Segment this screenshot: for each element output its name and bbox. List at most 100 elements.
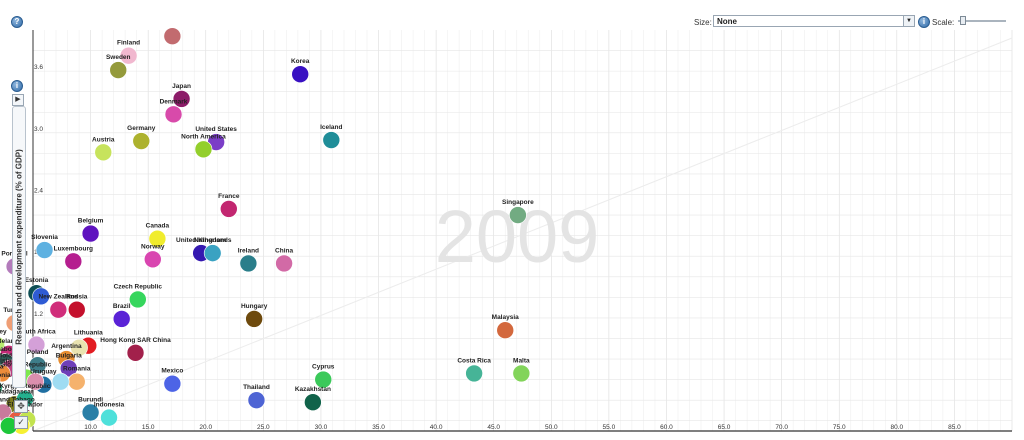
bubble-label: Lithuania: [74, 330, 103, 337]
bubble-label: Mexico: [161, 368, 183, 375]
bubble[interactable]: [247, 391, 266, 409]
x-tick-label: 85.0: [948, 424, 961, 431]
bubble[interactable]: [67, 372, 86, 391]
bubble[interactable]: [304, 393, 322, 412]
size-select[interactable]: None ▼: [713, 15, 915, 27]
bubble[interactable]: [509, 206, 527, 224]
bubble[interactable]: [220, 200, 238, 218]
x-tick-label: 70.0: [775, 424, 788, 431]
bubble[interactable]: [465, 364, 483, 383]
move-icon[interactable]: ✥: [14, 400, 28, 413]
bubble-label: Ireland: [238, 247, 259, 254]
expand-arrow-icon[interactable]: ▶: [12, 94, 24, 106]
bubble-label: Costa Rica: [457, 357, 491, 364]
bubble[interactable]: [291, 65, 310, 84]
bubble[interactable]: [132, 132, 151, 150]
bubble-label: Luxembourg: [54, 245, 93, 252]
bubble[interactable]: [51, 372, 70, 391]
bubble-label: Slovenia: [31, 234, 58, 241]
bubble[interactable]: [81, 224, 100, 243]
bubble[interactable]: [0, 364, 11, 383]
bubble[interactable]: [49, 300, 68, 319]
chevron-down-icon: ▼: [903, 16, 914, 26]
bubble-label: Singapore: [502, 199, 534, 206]
bubble-label: Czech Republic: [114, 283, 163, 290]
bubble-label: Hungary: [241, 303, 268, 310]
y-tick-label: 1.2: [34, 311, 43, 318]
bubble[interactable]: [143, 250, 162, 269]
bubble-label: Germany: [127, 125, 156, 132]
bubble[interactable]: [94, 143, 113, 162]
y-axis-label-selector[interactable]: Research and development expenditure (% …: [12, 106, 26, 388]
bubble[interactable]: [100, 408, 118, 427]
gridlines: [32, 30, 1013, 432]
bubble[interactable]: [163, 374, 182, 393]
bubble[interactable]: [203, 244, 222, 262]
bubble[interactable]: [26, 372, 45, 391]
bubble-label: Iceland: [320, 124, 342, 131]
bubble[interactable]: [32, 287, 50, 306]
size-select-value: None: [717, 17, 737, 26]
bubble-label: Argentina: [51, 343, 82, 350]
bubble[interactable]: [512, 364, 531, 383]
bubble[interactable]: [172, 90, 191, 108]
bubble-label: Poland: [27, 349, 49, 356]
bubble-label: Netherlands: [194, 237, 232, 244]
bubble-label: Uruguay: [30, 369, 57, 376]
bubble[interactable]: [27, 335, 46, 354]
bubble[interactable]: [0, 379, 3, 396]
bubble-label: Belgium: [78, 218, 104, 225]
bubble[interactable]: [163, 27, 182, 45]
bubble-label: Finland: [117, 40, 140, 47]
bubble[interactable]: [496, 321, 515, 340]
check-icon[interactable]: ✓: [14, 416, 28, 429]
bubbles[interactable]: [0, 27, 531, 435]
bubble[interactable]: [314, 370, 333, 389]
x-tick-label: 75.0: [833, 424, 846, 431]
bubble[interactable]: [64, 252, 83, 271]
bubble[interactable]: [245, 310, 263, 328]
bubble-label: France: [218, 193, 240, 200]
bubble[interactable]: [67, 300, 86, 319]
help-icon[interactable]: ?: [11, 16, 23, 28]
bubble[interactable]: [126, 344, 145, 362]
bubble[interactable]: [109, 61, 128, 79]
bubble-label: Canada: [146, 223, 170, 230]
x-tick-label: 50.0: [545, 424, 558, 431]
bubble-label: Denmark: [160, 98, 188, 105]
bubble-label: Japan: [172, 83, 191, 90]
bubble[interactable]: [148, 229, 167, 248]
bubble-label: Russia: [66, 294, 88, 301]
bubble-label: Bulgaria: [56, 352, 82, 359]
bubble-label: South Africa: [17, 329, 56, 336]
x-tick-label: 30.0: [315, 424, 328, 431]
bubble[interactable]: [119, 46, 138, 65]
scale-slider-thumb[interactable]: [960, 16, 966, 25]
bubble[interactable]: [164, 105, 183, 124]
x-tick-label: 10.0: [84, 424, 97, 431]
bubble-label: Korea: [291, 58, 310, 65]
help-icon[interactable]: i: [11, 80, 23, 92]
scale-slider[interactable]: [958, 16, 1006, 25]
size-label: Size:: [694, 18, 712, 27]
bubble[interactable]: [239, 254, 258, 273]
bubble-label: Kazakhstan: [295, 386, 331, 393]
bubble[interactable]: [112, 310, 131, 328]
scale-label: Scale:: [932, 18, 955, 27]
bubble-label: Uganda: [0, 364, 4, 371]
bubble[interactable]: [194, 140, 213, 159]
bubble[interactable]: [81, 403, 100, 422]
bubble-label: Cyprus: [312, 364, 335, 371]
bubble[interactable]: [70, 338, 88, 357]
bubble-label: China: [275, 247, 293, 254]
bubble[interactable]: [275, 254, 293, 273]
bubble[interactable]: [129, 290, 147, 309]
bubble-label: Turkey: [0, 329, 7, 336]
y-tick-label: 3.0: [34, 126, 43, 133]
bubble[interactable]: [322, 131, 341, 149]
bubble[interactable]: [59, 359, 78, 378]
info-icon[interactable]: i: [918, 16, 930, 28]
bubble-label: Romania: [63, 366, 91, 373]
bubble[interactable]: [35, 241, 54, 259]
